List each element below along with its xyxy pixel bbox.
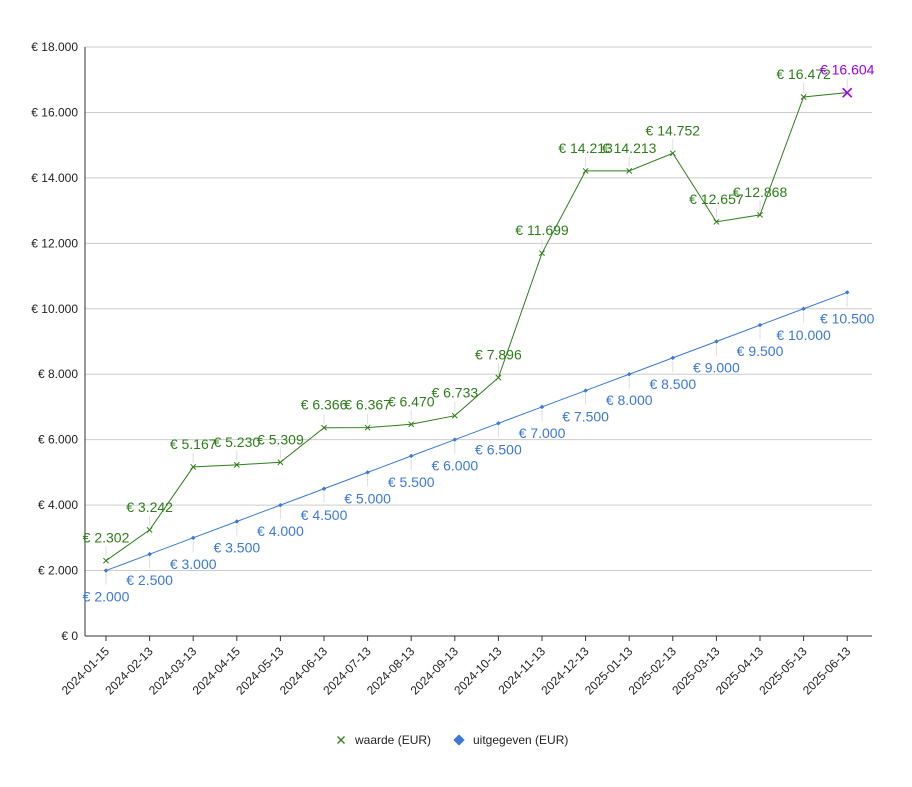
data-label-waarde: € 6.733	[431, 385, 478, 401]
y-tick-label: € 2.000	[38, 564, 78, 578]
data-label-waarde: € 16.604	[820, 62, 875, 78]
legend-marker-uitgegeven	[453, 734, 465, 746]
data-label-waarde: € 14.213	[602, 140, 657, 156]
data-label-uitgegeven: € 6.000	[431, 458, 478, 474]
y-tick-label: € 4.000	[38, 498, 78, 512]
axes	[84, 47, 872, 637]
y-tick-label: € 0	[61, 629, 78, 643]
data-label-waarde: € 3.242	[126, 499, 173, 515]
data-point-uitgegeven	[670, 355, 676, 361]
data-point-uitgegeven	[714, 339, 719, 344]
x-tick-label: 2025-06-13	[800, 644, 854, 698]
data-label-waarde: € 6.366	[301, 397, 348, 413]
data-label-uitgegeven: € 6.500	[475, 441, 522, 457]
data-point-waarde	[582, 167, 589, 174]
data-label-waarde: € 11.699	[515, 222, 569, 238]
series-line-uitgegeven	[105, 291, 848, 572]
data-point-uitgegeven	[452, 437, 458, 442]
data-point-uitgegeven	[844, 290, 850, 295]
data-label-uitgegeven: € 5.500	[388, 474, 435, 490]
data-label-uitgegeven: € 7.000	[519, 425, 566, 441]
data-point-uitgegeven	[321, 486, 327, 492]
data-point-uitgegeven	[626, 371, 632, 377]
data-point-uitgegeven	[147, 551, 152, 557]
data-label-waarde: € 2.302	[83, 530, 130, 546]
data-point-waarde	[842, 87, 853, 98]
data-label-uitgegeven: € 4.000	[257, 523, 304, 539]
gridlines	[85, 46, 872, 572]
data-label-waarde: € 16.472	[776, 66, 831, 82]
data-point-uitgegeven	[757, 322, 763, 328]
data-label-waarde: € 5.309	[257, 431, 304, 447]
data-label-waarde: € 14.213	[558, 140, 613, 156]
data-label-waarde: € 7.896	[475, 347, 522, 363]
data-label-waarde: € 14.752	[646, 122, 701, 138]
data-label-uitgegeven: € 2.000	[83, 589, 130, 605]
data-label-waarde: € 5.230	[213, 434, 260, 450]
data-label-uitgegeven: € 9.000	[693, 360, 740, 376]
data-point-waarde	[800, 94, 807, 100]
data-point-uitgegeven	[190, 535, 196, 541]
data-label-uitgegeven: € 3.000	[170, 556, 217, 572]
data-label-uitgegeven: € 4.500	[301, 507, 348, 523]
data-point-uitgegeven	[801, 306, 806, 312]
data-point-uitgegeven	[103, 568, 109, 573]
data-label-uitgegeven: € 8.500	[649, 376, 696, 392]
data-point-uitgegeven	[408, 453, 414, 459]
data-label-uitgegeven: € 3.500	[213, 539, 260, 555]
data-point-waarde	[190, 463, 197, 470]
data-label-waarde: € 12.868	[733, 184, 788, 200]
legend-label-uitgegeven: uitgegeven (EUR)	[473, 733, 568, 747]
y-tick-label: € 8.000	[38, 367, 78, 381]
series-line-waarde	[105, 92, 848, 562]
data-point-uitgegeven	[234, 519, 240, 524]
data-label-waarde: € 6.470	[388, 393, 435, 409]
data-point-waarde	[321, 424, 327, 431]
legend: waarde (EUR) uitgegeven (EUR)	[337, 733, 568, 747]
data-point-uitgegeven	[365, 470, 370, 475]
data-label-uitgegeven: € 5.000	[344, 490, 391, 506]
data-point-uitgegeven	[583, 388, 588, 393]
data-point-waarde	[103, 557, 109, 564]
data-label-uitgegeven: € 7.500	[562, 409, 609, 425]
data-point-waarde	[713, 218, 720, 225]
data-point-uitgegeven	[496, 421, 501, 426]
data-point-waarde	[495, 374, 502, 381]
y-tick-label: € 12.000	[31, 236, 78, 250]
data-point-uitgegeven	[278, 502, 283, 508]
data-point-waarde	[233, 461, 240, 468]
data-label-waarde: € 5.167	[170, 436, 217, 452]
x-axis-ticks: 2024-01-152024-02-132024-03-132024-04-15…	[59, 636, 854, 698]
data-point-waarde	[408, 421, 415, 428]
data-point-uitgegeven	[539, 404, 545, 410]
y-axis-ticks: € 0 € 2.000 € 4.000 € 6.000 € 8.000 € 10.000 €…	[31, 40, 78, 643]
data-point-waarde	[626, 167, 633, 174]
data-point-waarde	[277, 459, 284, 466]
data-point-waarde	[757, 211, 763, 218]
data-label-waarde: € 12.657	[689, 191, 744, 207]
series-layer	[103, 87, 853, 573]
data-label-uitgegeven: € 10.500	[820, 310, 875, 326]
y-tick-label: € 6.000	[38, 433, 78, 447]
data-label-uitgegeven: € 8.000	[606, 392, 653, 408]
data-point-waarde	[146, 526, 153, 533]
data-point-waarde	[539, 250, 545, 257]
data-label-waarde: € 6.367	[344, 397, 391, 413]
data-point-waarde	[451, 412, 458, 419]
data-label-uitgegeven: € 10.000	[776, 327, 831, 343]
y-tick-label: € 18.000	[31, 40, 78, 54]
y-tick-label: € 14.000	[31, 171, 78, 185]
legend-marker-waarde	[337, 736, 345, 744]
legend-label-waarde: waarde (EUR)	[354, 733, 431, 747]
y-tick-label: € 10.000	[31, 302, 78, 316]
data-point-waarde	[364, 424, 371, 431]
data-label-uitgegeven: € 2.500	[126, 572, 173, 588]
data-label-uitgegeven: € 9.500	[737, 343, 784, 359]
y-tick-label: € 16.000	[31, 105, 78, 119]
data-point-waarde	[669, 150, 676, 157]
data-labels: € 2.000€ 2.500€ 3.000€ 3.500€ 4.000€ 4.5…	[83, 62, 875, 605]
